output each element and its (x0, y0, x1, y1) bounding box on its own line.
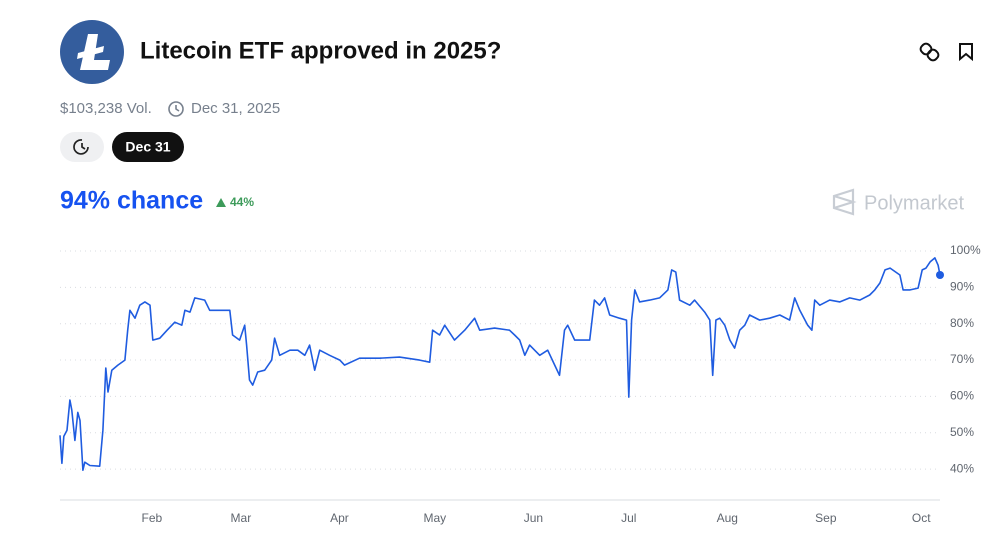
volume: $103,238 Vol. (60, 100, 152, 117)
y-tick-label: 40% (950, 461, 974, 475)
brand: Polymarket (864, 192, 964, 214)
clock-icon (168, 101, 184, 117)
date-button[interactable] (112, 132, 184, 162)
date-button-label: Dec 31 (125, 139, 170, 155)
x-tick-label: Mar (231, 511, 252, 525)
y-tick-label: 100% (950, 243, 981, 257)
x-tick-label: Jun (524, 511, 543, 525)
bookmark-icon[interactable] (959, 43, 973, 62)
up-arrow (216, 198, 226, 207)
end-dot (936, 270, 944, 279)
x-tick-label: Aug (717, 511, 738, 525)
price-line (59, 257, 941, 471)
y-tick-label: 90% (950, 280, 974, 294)
y-tick-label: 80% (950, 316, 974, 330)
x-tick-label: Jul (621, 511, 636, 525)
y-tick-label: 70% (950, 352, 974, 366)
y-tick-label: 60% (950, 389, 974, 403)
title: Litecoin ETF approved in 2025? (140, 37, 501, 64)
change: 44% (230, 195, 254, 209)
x-tick-label: Sep (815, 511, 837, 525)
end-date: Dec 31, 2025 (191, 100, 280, 117)
x-tick-label: Apr (330, 511, 349, 525)
x-tick-label: May (423, 511, 446, 525)
x-tick-label: Feb (142, 511, 163, 525)
y-tick-label: 50% (950, 425, 974, 439)
link-icon[interactable] (919, 42, 940, 62)
chance: 94% chance (60, 187, 203, 215)
x-tick-label: Oct (912, 511, 931, 525)
brand-logo (832, 188, 857, 216)
logo (60, 20, 124, 84)
history-icon (73, 139, 89, 155)
